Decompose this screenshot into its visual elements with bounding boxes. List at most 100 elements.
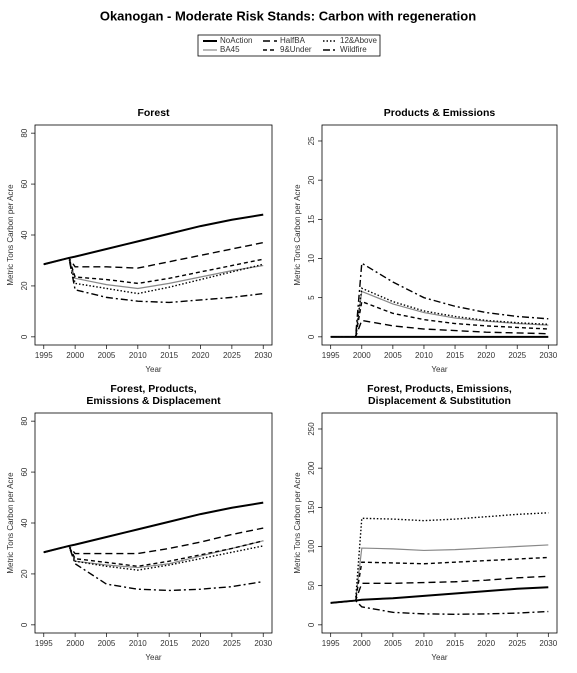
x-axis-label: Year [145,365,162,374]
x-axis-label: Year [145,653,162,662]
x-tick-label: 1995 [35,351,53,360]
y-tick-label: 250 [307,422,316,436]
series-line [43,213,264,266]
x-tick-label: 2010 [129,351,147,360]
y-tick-label: 150 [307,500,316,514]
x-tick-label: 2005 [384,639,402,648]
legend-label: HalfBA [280,36,306,45]
series-line [43,501,264,554]
y-tick-label: 200 [307,461,316,475]
x-tick-label: 2015 [160,639,178,648]
series-line [330,290,549,338]
plot-box [34,412,273,634]
series-line [43,241,264,269]
y-tick-label: 0 [20,334,29,339]
y-tick-label: 20 [307,175,316,184]
x-tick-label: 2030 [539,639,557,648]
panel-title: Forest [137,107,170,119]
page-title: Okanogan - Moderate Risk Stands: Carbon … [100,8,476,23]
x-tick-label: 2015 [446,351,464,360]
legend-label: NoAction [220,36,252,45]
x-tick-label: 1995 [322,639,340,648]
series-line [43,257,264,295]
y-axis-label: Metric Tons Carbon per Acre [293,472,302,574]
y-tick-label: 60 [20,467,29,476]
legend-label: Wildfire [340,45,367,54]
x-tick-label: 2030 [539,351,557,360]
y-tick-label: 40 [20,230,29,239]
x-tick-label: 2010 [129,639,147,648]
x-tick-label: 2000 [66,639,84,648]
x-tick-label: 2030 [254,351,272,360]
y-tick-label: 5 [307,295,316,300]
x-tick-label: 2020 [192,351,210,360]
series-line [330,262,549,338]
series-line [330,556,549,604]
panel-title: Forest, Products, Emissions, [367,383,512,395]
y-tick-label: 15 [307,214,316,223]
x-tick-label: 2000 [353,639,371,648]
series-line [330,586,549,604]
y-tick-label: 100 [307,539,316,553]
x-tick-label: 2020 [477,351,495,360]
x-tick-label: 2005 [98,351,116,360]
series-line [330,287,549,338]
x-tick-label: 2030 [254,639,272,648]
x-tick-label: 2025 [223,639,241,648]
y-tick-label: 20 [20,569,29,578]
series-line [43,527,264,555]
y-tick-label: 60 [20,179,29,188]
y-tick-label: 0 [20,622,29,627]
series-line [330,575,549,604]
x-tick-label: 2005 [98,639,116,648]
x-tick-label: 2015 [160,351,178,360]
y-axis-label: Metric Tons Carbon per Acre [6,184,15,286]
x-tick-label: 1995 [35,639,53,648]
x-axis-label: Year [431,365,448,374]
x-tick-label: 2000 [353,351,371,360]
y-axis-label: Metric Tons Carbon per Acre [6,472,15,574]
panel-title: Products & Emissions [384,107,496,119]
x-tick-label: 2020 [192,639,210,648]
x-tick-label: 2025 [508,639,526,648]
x-tick-label: 2025 [223,351,241,360]
y-axis-label: Metric Tons Carbon per Acre [293,184,302,286]
legend-label: 9&Under [280,45,312,54]
series-line [330,300,549,338]
series-line [43,545,264,592]
panel-title: Displacement & Substitution [368,395,511,407]
legend-label: BA45 [220,45,240,54]
x-tick-label: 2005 [384,351,402,360]
y-tick-label: 40 [20,518,29,527]
x-axis-label: Year [431,653,448,662]
x-tick-label: 2015 [446,639,464,648]
y-tick-label: 80 [20,416,29,425]
series-line [330,512,549,604]
x-tick-label: 2025 [508,351,526,360]
series-line [43,257,264,304]
series-line [43,545,264,571]
x-tick-label: 2010 [415,639,433,648]
x-tick-label: 2000 [66,351,84,360]
x-tick-label: 2010 [415,351,433,360]
panel-title: Emissions & Displacement [86,395,221,407]
panel-title: Forest, Products, [110,383,196,395]
plot-box [321,124,558,346]
series-line [330,599,549,615]
series-line [330,544,549,604]
y-tick-label: 0 [307,334,316,339]
y-tick-label: 20 [20,281,29,290]
y-tick-label: 80 [20,128,29,137]
y-tick-label: 10 [307,254,316,263]
legend-box [197,34,381,57]
plot-box [321,412,558,634]
legend-label: 12&Above [340,36,377,45]
y-tick-label: 0 [307,622,316,627]
x-tick-label: 1995 [322,351,340,360]
plot-box [34,124,273,346]
y-tick-label: 50 [307,581,316,590]
y-tick-label: 25 [307,136,316,145]
series-line [330,319,549,338]
